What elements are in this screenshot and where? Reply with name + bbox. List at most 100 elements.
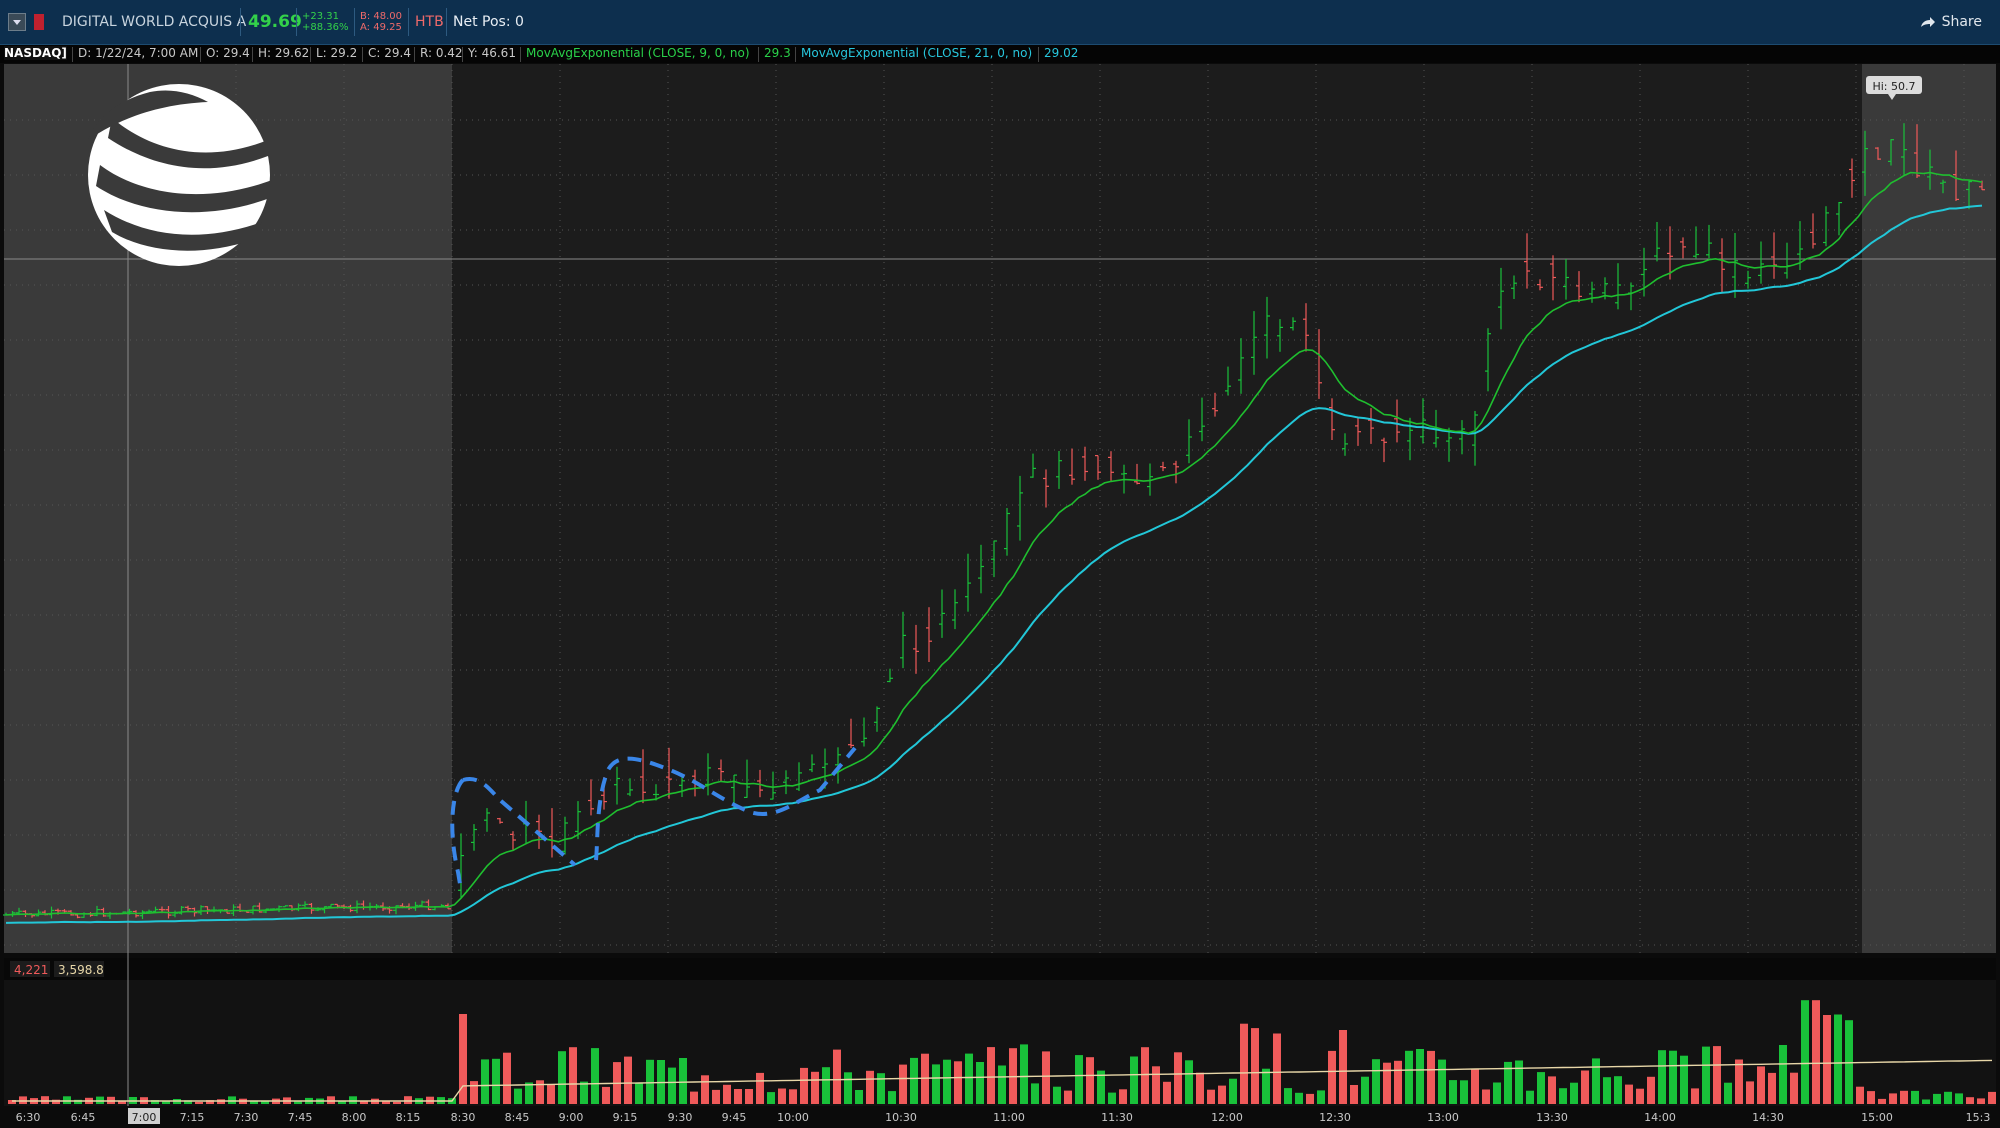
volume-bar — [888, 1091, 896, 1104]
price-grid — [4, 64, 1996, 953]
time-tick-label: 13:30 — [1536, 1111, 1568, 1124]
time-tick-label: 10:30 — [885, 1111, 917, 1124]
bar-high: H: 29.62 — [258, 46, 310, 60]
volume-bar — [1251, 1028, 1259, 1104]
time-tick-label: 14:30 — [1752, 1111, 1784, 1124]
time-tick-label: 11:30 — [1101, 1111, 1133, 1124]
volume-bar — [1295, 1092, 1303, 1104]
net-position: Net Pos: 0 — [453, 14, 524, 30]
volume-bar — [1713, 1046, 1721, 1104]
time-tick-label: 11:00 — [993, 1111, 1025, 1124]
annotation-dashed-2 — [594, 746, 857, 861]
volume-bar — [272, 1098, 280, 1104]
volume-average-line — [12, 1059, 1993, 1102]
volume-bar — [1471, 1068, 1479, 1104]
share-button[interactable]: Share — [1920, 0, 1982, 44]
volume-bar — [1482, 1089, 1490, 1104]
volume-bar — [1383, 1062, 1391, 1104]
volume-bar — [426, 1096, 434, 1104]
volume-bar — [1009, 1048, 1017, 1104]
volume-bar — [1086, 1057, 1094, 1104]
volume-bar — [96, 1096, 104, 1104]
volume-bar — [1493, 1082, 1501, 1104]
symbol-menu-dropdown[interactable] — [8, 13, 26, 31]
volume-bar — [635, 1082, 643, 1104]
volume-bar — [943, 1059, 951, 1104]
time-tick-label: 8:45 — [505, 1111, 530, 1124]
volume-bar — [1955, 1093, 1963, 1104]
time-tick-label: 9:00 — [559, 1111, 584, 1124]
volume-bar — [965, 1053, 973, 1104]
volume-bar — [239, 1098, 247, 1104]
time-tick-label: 7:15 — [180, 1111, 205, 1124]
volume-bar — [1790, 1072, 1798, 1104]
link-indicator[interactable] — [34, 14, 44, 30]
afterhours-shade — [1862, 64, 1996, 953]
volume-bar — [1405, 1050, 1413, 1104]
volume-bar — [459, 1014, 467, 1104]
time-tick-label: 12:30 — [1319, 1111, 1351, 1124]
volume-bar — [591, 1048, 599, 1104]
volume-bar — [613, 1062, 621, 1104]
volume-bar — [492, 1058, 500, 1104]
volume-bar — [1141, 1047, 1149, 1104]
volume-bar — [1262, 1068, 1270, 1104]
ema9-label[interactable]: MovAvgExponential (CLOSE, 9, 0, no) — [526, 46, 750, 60]
volume-bar — [107, 1096, 115, 1104]
volume-bar — [558, 1051, 566, 1104]
volume-bar — [470, 1081, 478, 1104]
volume-bar — [756, 1072, 764, 1104]
volume-bar — [932, 1064, 940, 1104]
volume-bar — [976, 1062, 984, 1104]
volume-bar — [1944, 1091, 1952, 1104]
volume-bar — [261, 1101, 269, 1104]
volume-bar — [987, 1047, 995, 1104]
volume-bar — [415, 1098, 423, 1104]
volume-bar — [1416, 1049, 1424, 1104]
volume-bar — [1229, 1078, 1237, 1104]
volume-bar — [1240, 1023, 1248, 1104]
volume-bar — [1394, 1060, 1402, 1104]
volume-bar — [1977, 1098, 1985, 1104]
volume-bar — [1515, 1060, 1523, 1104]
volume-bar — [910, 1057, 918, 1104]
volume-bar — [1702, 1046, 1710, 1104]
volume-bar — [712, 1089, 720, 1104]
volume-bar — [1911, 1090, 1919, 1104]
price-change: +23.31 — [302, 11, 340, 22]
volume-bar — [1757, 1066, 1765, 1104]
volume-bar — [1526, 1090, 1534, 1104]
selected-time-box — [128, 1108, 160, 1124]
volume-bar — [481, 1059, 489, 1104]
volume-bar — [63, 1096, 71, 1104]
volume-bar — [1625, 1084, 1633, 1104]
volume-bar — [151, 1100, 159, 1104]
volume-bar — [1460, 1080, 1468, 1104]
symbol-name[interactable]: DIGITAL WORLD ACQUIS A — [62, 14, 247, 30]
bar-open: O: 29.4 — [206, 46, 250, 60]
volume-bar — [1273, 1033, 1281, 1104]
volume-bar — [1372, 1059, 1380, 1104]
ema21-label[interactable]: MovAvgExponential (CLOSE, 21, 0, no) — [801, 46, 1033, 60]
volume-bar — [1207, 1089, 1215, 1104]
volume-bar — [877, 1073, 885, 1104]
volume-bar — [1306, 1093, 1314, 1104]
volume-bar — [162, 1101, 170, 1104]
volume-bar — [1339, 1030, 1347, 1104]
volume-bar — [745, 1089, 753, 1104]
volume-bar — [1152, 1066, 1160, 1104]
volume-bar — [1174, 1052, 1182, 1104]
volume-bar — [52, 1099, 60, 1104]
volume-bar — [250, 1101, 258, 1104]
volume-bar — [1053, 1086, 1061, 1104]
volume-bar — [514, 1088, 522, 1104]
volume-bar — [1537, 1072, 1545, 1104]
bar-range: R: 0.42 — [420, 46, 463, 60]
volume-bar — [437, 1097, 445, 1104]
share-icon — [1920, 17, 1935, 27]
volume-bar — [393, 1101, 401, 1104]
volume-bar — [1647, 1076, 1655, 1104]
volume-bar — [404, 1096, 412, 1104]
volume-bar — [360, 1101, 368, 1104]
